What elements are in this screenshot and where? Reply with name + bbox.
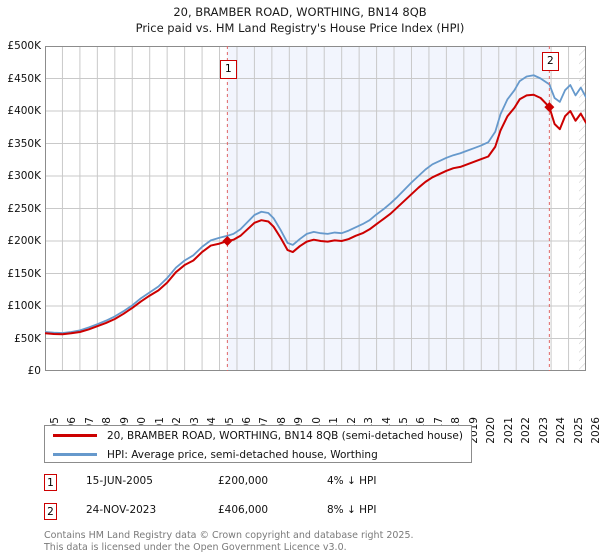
copyright-footer: Contains HM Land Registry data © Crown c… [44, 530, 564, 553]
legend-swatch-red [53, 434, 97, 437]
chart-marker-2[interactable]: 2 [541, 52, 559, 71]
legend-label-hpi: HPI: Average price, semi-detached house,… [107, 448, 378, 461]
y-axis-labels: £0 £50K £100K £150K £200K £250K £300K £350K £400… [0, 40, 41, 377]
y-axis-tick-label: £500K [7, 40, 41, 52]
x-axis-labels: 1995199619971998199920002001200220032004… [45, 373, 600, 444]
price-history-line-chart [45, 46, 586, 371]
chart-plot-area: 1 2 [45, 46, 586, 371]
footer-line-1: Contains HM Land Registry data © Crown c… [44, 530, 414, 541]
transaction-hpi-delta-2: 8% ↓ HPI [327, 504, 377, 516]
y-axis-tick-label: £100K [7, 300, 41, 312]
chart-legend: 20, BRAMBER ROAD, WORTHING, BN14 8QB (se… [44, 425, 472, 463]
y-axis-tick-label: £250K [7, 202, 41, 215]
x-axis-tick-label: 2026 [590, 417, 600, 444]
y-axis-tick-label: £50K [14, 332, 41, 345]
legend-swatch-blue [53, 453, 97, 456]
transaction-price-1: £200,000 [218, 475, 269, 487]
legend-item-hpi: HPI: Average price, semi-detached house,… [45, 445, 378, 464]
y-axis-tick-label: £0 [27, 365, 41, 377]
x-axis-tick-label: 2025 [572, 417, 585, 444]
transaction-hpi-delta-1: 4% ↓ HPI [327, 475, 377, 487]
x-axis-tick-label: 2021 [502, 417, 515, 444]
x-axis-tick-label: 2022 [520, 417, 533, 444]
legend-item-price-paid: 20, BRAMBER ROAD, WORTHING, BN14 8QB (se… [45, 426, 463, 445]
page-title: 20, BRAMBER ROAD, WORTHING, BN14 8QB Pri… [0, 4, 600, 36]
transaction-row-1[interactable]: 1 15-JUN-2005 £200,000 4% ↓ HPI [44, 474, 514, 494]
y-axis-tick-label: £350K [7, 137, 41, 150]
transaction-row-2[interactable]: 2 24-NOV-2023 £406,000 8% ↓ HPI [44, 503, 514, 523]
title-subtitle: Price paid vs. HM Land Registry's House … [135, 21, 465, 35]
transaction-date-2: 24-NOV-2023 [86, 504, 157, 516]
transaction-price-2: £406,000 [218, 504, 269, 516]
transaction-date-1: 15-JUN-2005 [86, 475, 153, 487]
chart-marker-1[interactable]: 1 [219, 60, 237, 79]
footer-line-2: This data is licensed under the Open Gov… [44, 541, 347, 553]
legend-label-price-paid: 20, BRAMBER ROAD, WORTHING, BN14 8QB (se… [107, 429, 463, 442]
x-axis-tick-label: 2024 [555, 417, 568, 444]
transaction-number-1: 1 [44, 474, 57, 491]
transaction-number-2: 2 [44, 503, 57, 520]
y-axis-tick-label: £450K [7, 72, 41, 85]
y-axis-tick-label: £300K [7, 170, 41, 182]
x-axis-tick-label: 2020 [485, 417, 498, 444]
y-axis-tick-label: £400K [7, 105, 41, 117]
x-axis-tick-label: 2023 [537, 417, 550, 444]
y-axis-tick-label: £150K [7, 267, 41, 280]
title-address: 20, BRAMBER ROAD, WORTHING, BN14 8QB [173, 5, 427, 19]
y-axis-tick-label: £200K [7, 235, 41, 247]
